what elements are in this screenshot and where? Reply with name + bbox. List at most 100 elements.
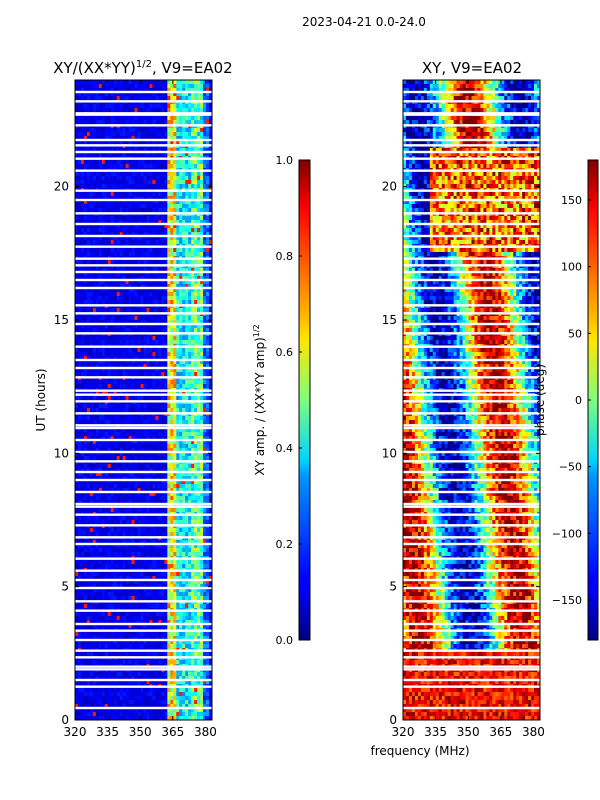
heatmap-cell (152, 496, 156, 501)
heatmap-cell (200, 292, 204, 297)
heatmap-cell (89, 372, 94, 377)
heatmap-cell (185, 404, 189, 409)
heatmap-cell (161, 308, 165, 313)
heatmap-cell (107, 444, 112, 449)
heatmap-cell (134, 116, 138, 121)
heatmap-cell (158, 268, 162, 273)
heatmap-cell (137, 404, 141, 409)
heatmap-cell (110, 276, 115, 281)
heatmap-cell (116, 416, 121, 421)
heatmap-cell (161, 464, 165, 469)
heatmap-cell (191, 92, 195, 97)
heatmap-cell (95, 96, 100, 101)
heatmap-cell (149, 268, 153, 273)
heatmap-cell (170, 248, 174, 253)
heatmap-cell (161, 336, 165, 341)
heatmap-cell (137, 184, 141, 189)
heatmap-cell (110, 216, 115, 221)
heatmap-cell (173, 120, 177, 125)
heatmap-cell (95, 200, 100, 205)
heatmap-cell (191, 340, 195, 345)
heatmap-cell (158, 408, 162, 413)
heatmap-cell (119, 420, 124, 425)
heatmap-cell (83, 160, 88, 165)
heatmap-cell (161, 484, 165, 489)
heatmap-cell (113, 404, 118, 409)
heatmap-cell (194, 348, 198, 353)
heatmap-cell (206, 328, 210, 333)
heatmap-cell (116, 92, 121, 97)
heatmap-cell (116, 384, 121, 389)
heatmap-cell (164, 184, 168, 189)
heatmap-cell (86, 348, 91, 353)
heatmap-cell (110, 120, 115, 125)
heatmap-cell (182, 316, 186, 321)
heatmap-cell (197, 92, 201, 97)
heatmap-cell (80, 148, 85, 153)
heatmap-cell (155, 196, 159, 201)
heatmap-cell (155, 164, 159, 169)
heatmap-cell (113, 136, 118, 141)
heatmap-cell (200, 384, 204, 389)
heatmap-cell (83, 200, 88, 205)
heatmap-cell (77, 92, 82, 97)
heatmap-cell (167, 296, 171, 301)
heatmap-cell (101, 252, 106, 257)
heatmap-cell (116, 408, 121, 413)
heatmap-cell (203, 160, 207, 165)
heatmap-cell (137, 292, 141, 297)
heatmap-cell (92, 372, 97, 377)
heatmap-cell (140, 108, 144, 113)
heatmap-cell (203, 380, 207, 385)
heatmap-cell (98, 96, 103, 101)
heatmap-cell (86, 420, 91, 425)
heatmap-cell (113, 152, 118, 157)
heatmap-cell (203, 432, 207, 437)
heatmap-cell (170, 128, 174, 133)
heatmap-cell (119, 136, 124, 141)
heatmap-cell (89, 216, 94, 221)
heatmap-cell (75, 196, 79, 201)
heatmap-cell (95, 248, 100, 253)
heatmap-cell (125, 88, 130, 93)
heatmap-cell (86, 372, 91, 377)
heatmap-cell (173, 96, 177, 101)
heatmap-cell (188, 136, 192, 141)
heatmap-cell (140, 128, 144, 133)
heatmap-cell (203, 308, 207, 313)
heatmap-cell (122, 92, 127, 97)
heatmap-cell (167, 104, 171, 109)
heatmap-cell (107, 216, 112, 221)
heatmap-cell (197, 104, 201, 109)
heatmap-cell (75, 420, 79, 425)
heatmap-cell (173, 292, 177, 297)
heatmap-cell (134, 292, 138, 297)
heatmap-cell (146, 164, 150, 169)
heatmap-cell (194, 204, 198, 209)
heatmap-cell (140, 464, 144, 469)
heatmap-cell (200, 348, 204, 353)
heatmap-cell (179, 172, 183, 177)
heatmap-cell (143, 216, 147, 221)
heatmap-cell (89, 92, 94, 97)
heatmap-cell (122, 196, 127, 201)
heatmap-cell (170, 416, 174, 421)
heatmap-cell (191, 300, 195, 305)
heatmap-cell (98, 420, 103, 425)
heatmap-cell (179, 372, 183, 377)
heatmap-cell (191, 196, 195, 201)
heatmap-cell (167, 252, 171, 257)
heatmap-cell (125, 128, 130, 133)
heatmap-cell (173, 180, 177, 185)
heatmap-cell (143, 456, 147, 461)
heatmap-cell (75, 272, 79, 277)
heatmap-cell (77, 208, 82, 213)
heatmap-cell (95, 220, 100, 225)
heatmap-cell (104, 132, 109, 137)
heatmap-cell (158, 248, 162, 253)
heatmap-cell (206, 464, 210, 469)
heatmap-cell (197, 444, 201, 449)
heatmap-cell (98, 84, 103, 89)
heatmap-cell (152, 236, 156, 241)
heatmap-cell (191, 464, 195, 469)
